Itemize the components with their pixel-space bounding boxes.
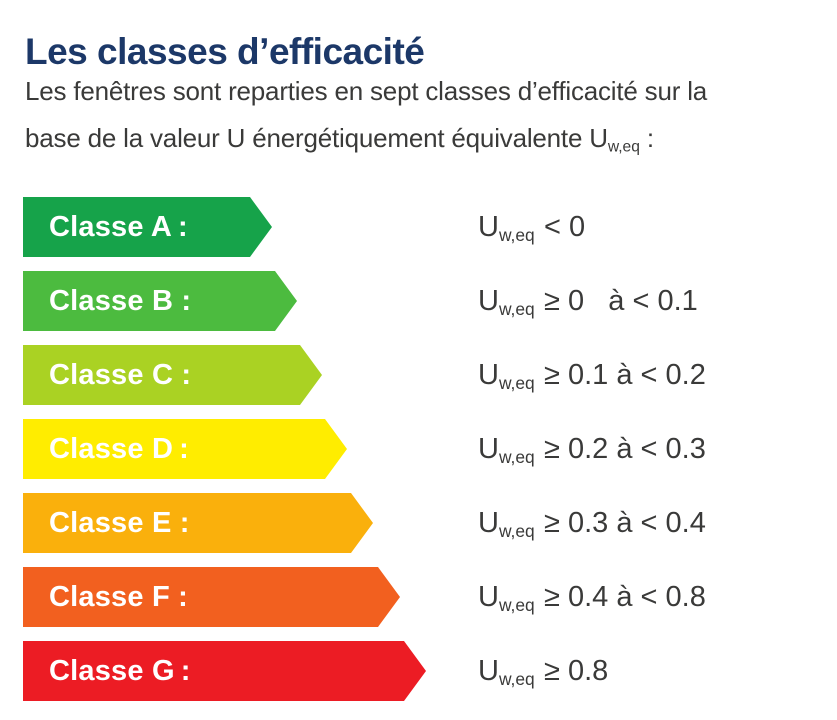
intro-paragraph: Les fenêtres sont reparties en sept clas… bbox=[25, 68, 825, 170]
class-arrow-d: Classe D : bbox=[23, 419, 347, 479]
class-condition-d: Uw,eq ≥ 0.2 à < 0.3 bbox=[478, 419, 706, 479]
class-rows: Classe A : Uw,eq < 0 Classe B : Uw,eq ≥ 0 … bbox=[23, 197, 823, 715]
condition-text: ≥ 0.4 à < 0.8 bbox=[544, 581, 706, 613]
class-row-g: Classe G : Uw,eq ≥ 0.8 bbox=[23, 641, 823, 701]
page-title: Les classes d’efficacité bbox=[25, 30, 425, 72]
class-label: Classe B : bbox=[49, 284, 192, 317]
intro-line-2: base de la valeur U énergétiquement équi… bbox=[25, 115, 825, 170]
class-label: Classe E : bbox=[49, 506, 190, 539]
class-arrow-c: Classe C : bbox=[23, 345, 322, 405]
class-condition-c: Uw,eq ≥ 0.1 à < 0.2 bbox=[478, 345, 706, 405]
u-subscript: w,eq bbox=[498, 372, 535, 393]
u-symbol: U bbox=[478, 507, 499, 539]
class-row-c: Classe C : Uw,eq ≥ 0.1 à < 0.2 bbox=[23, 345, 823, 405]
condition-text: ≥ 0.3 à < 0.4 bbox=[544, 507, 706, 539]
class-arrow-g: Classe G : bbox=[23, 641, 426, 701]
condition-text: ≥ 0 à < 0.1 bbox=[544, 285, 698, 317]
u-symbol: U bbox=[478, 285, 499, 317]
u-subscript: w,eq bbox=[498, 668, 535, 689]
intro-line-2-text: base de la valeur U énergétiquement équi… bbox=[25, 123, 608, 153]
class-row-d: Classe D : Uw,eq ≥ 0.2 à < 0.3 bbox=[23, 419, 823, 479]
u-subscript: w,eq bbox=[498, 298, 535, 319]
u-subscript: w,eq bbox=[498, 224, 535, 245]
u-symbol: U bbox=[478, 655, 499, 687]
class-arrow-e: Classe E : bbox=[23, 493, 373, 553]
class-condition-e: Uw,eq ≥ 0.3 à < 0.4 bbox=[478, 493, 706, 553]
class-label: Classe D : bbox=[49, 432, 189, 465]
class-arrow-b: Classe B : bbox=[23, 271, 297, 331]
u-subscript: w,eq bbox=[498, 594, 535, 615]
class-condition-a: Uw,eq < 0 bbox=[478, 197, 585, 257]
class-label: Classe A : bbox=[49, 210, 188, 243]
class-arrow-a: Classe A : bbox=[23, 197, 272, 257]
intro-line-2-colon: : bbox=[639, 123, 654, 153]
class-arrow-f: Classe F : bbox=[23, 567, 400, 627]
condition-text: ≥ 0.1 à < 0.2 bbox=[544, 359, 706, 391]
condition-text: ≥ 0.2 à < 0.3 bbox=[544, 433, 706, 465]
condition-text: < 0 bbox=[544, 211, 586, 243]
class-row-f: Classe F : Uw,eq ≥ 0.4 à < 0.8 bbox=[23, 567, 823, 627]
class-label: Classe F : bbox=[49, 580, 188, 613]
class-condition-g: Uw,eq ≥ 0.8 bbox=[478, 641, 608, 701]
class-row-e: Classe E : Uw,eq ≥ 0.3 à < 0.4 bbox=[23, 493, 823, 553]
class-row-b: Classe B : Uw,eq ≥ 0 à < 0.1 bbox=[23, 271, 823, 331]
u-symbol: U bbox=[478, 211, 499, 243]
class-label: Classe G : bbox=[49, 654, 191, 687]
u-symbol: U bbox=[478, 359, 499, 391]
u-subscript: w,eq bbox=[498, 446, 535, 467]
u-symbol: U bbox=[478, 433, 499, 465]
u-symbol: U bbox=[478, 581, 499, 613]
u-subscript: w,eq bbox=[607, 138, 640, 156]
intro-line-1: Les fenêtres sont reparties en sept clas… bbox=[25, 76, 708, 106]
condition-text: ≥ 0.8 bbox=[544, 655, 609, 687]
class-label: Classe C : bbox=[49, 358, 192, 391]
u-subscript: w,eq bbox=[498, 520, 535, 541]
class-condition-b: Uw,eq ≥ 0 à < 0.1 bbox=[478, 271, 698, 331]
class-row-a: Classe A : Uw,eq < 0 bbox=[23, 197, 823, 257]
class-condition-f: Uw,eq ≥ 0.4 à < 0.8 bbox=[478, 567, 706, 627]
